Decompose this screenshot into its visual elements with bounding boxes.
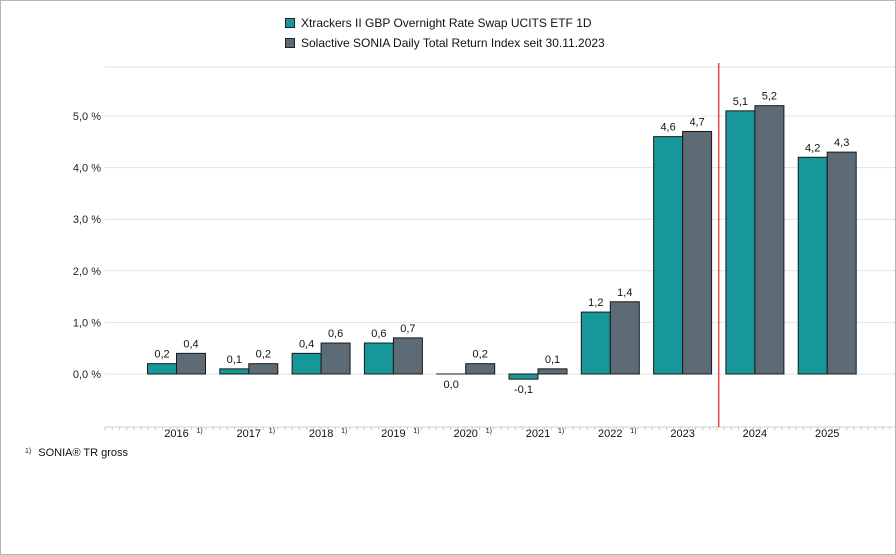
bar — [320, 342, 351, 375]
bar — [580, 311, 611, 375]
x-tick-label: 2016 — [164, 428, 188, 440]
y-tick-label: 5,0 % — [73, 111, 101, 123]
bar — [797, 156, 828, 375]
bar — [754, 105, 785, 375]
bar-chart: 0,0 % 1,0 % 2,0 % 3,0 % 4,0 % 5,0 % 0,2 0,4 2016… — [73, 63, 895, 440]
x-tick-label: 2018 — [309, 428, 333, 440]
data-label: 4,2 — [805, 142, 820, 154]
data-label: 0,4 — [299, 338, 314, 350]
data-label: 0,1 — [545, 354, 560, 366]
bar — [219, 368, 250, 375]
bar — [725, 110, 756, 375]
x-tick-label: 2023 — [670, 428, 694, 440]
data-label: -0,1 — [514, 384, 533, 396]
bar — [147, 363, 177, 375]
x-tick-label: 2025 — [815, 428, 839, 440]
data-label: 0,2 — [256, 349, 271, 361]
legend-label-series-2: Solactive SONIA Daily Total Return Index… — [301, 36, 605, 50]
x-tick-footnote: 1) — [269, 428, 275, 435]
footnote-text: SONIA® TR gross — [38, 447, 129, 459]
chart-legend: Xtrackers II GBP Overnight Rate Swap UCI… — [285, 13, 605, 53]
legend-swatch-series-1 — [285, 18, 295, 28]
x-tick-footnote: 1) — [413, 428, 419, 435]
bar — [176, 352, 206, 375]
x-tick-label: 2017 — [237, 428, 261, 440]
data-label: 5,2 — [762, 91, 777, 103]
x-tick-footnote: 1) — [341, 428, 347, 435]
x-tick-label: 2020 — [453, 428, 477, 440]
legend-item-series-2: Solactive SONIA Daily Total Return Index… — [285, 33, 605, 53]
footnote: 1) SONIA® TR gross — [25, 447, 128, 459]
legend-label-series-1: Xtrackers II GBP Overnight Rate Swap UCI… — [301, 16, 592, 30]
legend-swatch-series-2 — [285, 38, 295, 48]
bar — [682, 130, 713, 375]
data-label: 0,4 — [183, 338, 198, 350]
x-tick-label: 2024 — [743, 428, 767, 440]
y-tick-label: 1,0 % — [73, 317, 101, 329]
data-label: 0,2 — [154, 349, 169, 361]
legend-item-series-1: Xtrackers II GBP Overnight Rate Swap UCI… — [285, 13, 605, 33]
data-label: 0,1 — [227, 354, 242, 366]
bar — [609, 301, 640, 375]
bar — [363, 342, 394, 375]
data-label: 0,6 — [371, 328, 386, 340]
x-tick-label: 2021 — [526, 428, 550, 440]
bar — [537, 368, 568, 375]
footnote-marker: 1) — [25, 448, 32, 455]
x-tick-footnote: 1) — [630, 428, 636, 435]
y-tick-label: 4,0 % — [73, 163, 101, 175]
data-label: 4,6 — [660, 122, 675, 134]
bar — [653, 136, 684, 375]
data-label: 0,7 — [400, 323, 415, 335]
data-label: 4,7 — [689, 116, 704, 128]
x-tick-footnote: 1) — [486, 428, 492, 435]
y-tick-label: 2,0 % — [73, 266, 101, 278]
bar — [826, 151, 857, 375]
data-label: 0,0 — [444, 379, 459, 391]
data-label: 0,6 — [328, 328, 343, 340]
bar — [248, 363, 279, 375]
x-tick-footnote: 1) — [558, 428, 564, 435]
data-label: 1,4 — [617, 287, 632, 299]
x-tick-label: 2019 — [381, 428, 405, 440]
y-tick-label: 3,0 % — [73, 214, 101, 226]
data-label: 4,3 — [834, 137, 849, 149]
data-label: 5,1 — [733, 96, 748, 108]
bar — [291, 352, 322, 375]
data-label: 0,2 — [473, 349, 488, 361]
y-tick-label: 0,0 % — [73, 369, 101, 381]
x-tick-label: 2022 — [598, 428, 622, 440]
bar — [465, 363, 496, 375]
x-tick-footnote: 1) — [197, 428, 203, 435]
bar — [392, 337, 423, 375]
bar — [508, 373, 539, 380]
data-label: 1,2 — [588, 297, 603, 309]
